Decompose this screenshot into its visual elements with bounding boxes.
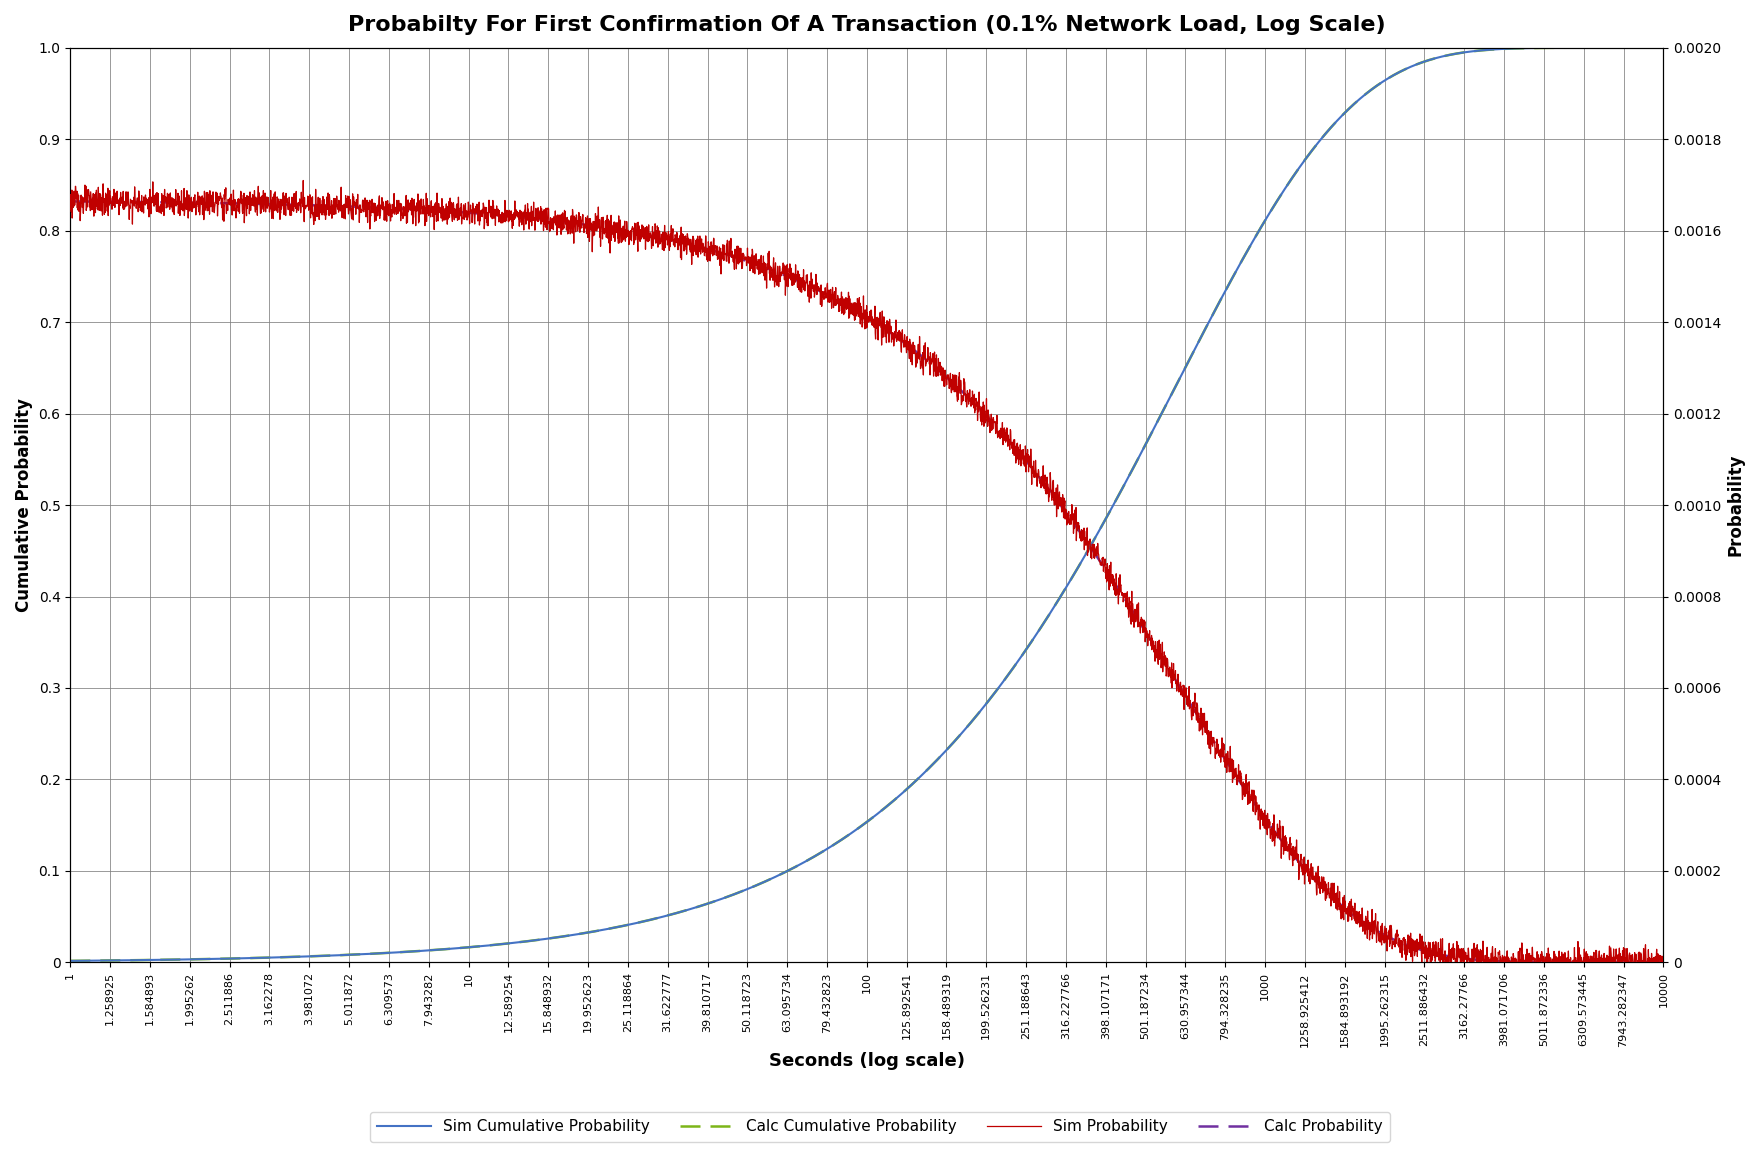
- X-axis label: Seconds (log scale): Seconds (log scale): [769, 1053, 964, 1070]
- Legend: Sim Cumulative Probability, Calc Cumulative Probability, Sim Probability, Calc P: Sim Cumulative Probability, Calc Cumulat…: [370, 1112, 1390, 1141]
- Y-axis label: Cumulative Probability: Cumulative Probability: [16, 398, 33, 612]
- Title: Probabilty For First Confirmation Of A Transaction (0.1% Network Load, Log Scale: Probabilty For First Confirmation Of A T…: [348, 15, 1385, 35]
- Y-axis label: Probability: Probability: [1727, 454, 1744, 557]
